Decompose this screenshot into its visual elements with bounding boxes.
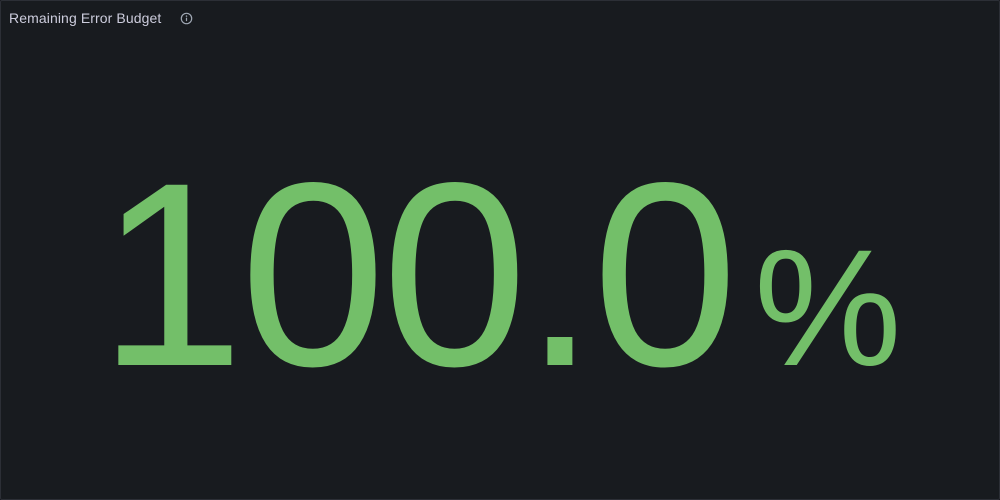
- stat-unit: %: [754, 216, 902, 401]
- info-circle-icon-svg: [180, 12, 193, 24]
- stat-number: 100.0: [98, 128, 738, 421]
- stat-value: 100.0 %: [98, 144, 901, 406]
- panel-header: Remaining Error Budget: [9, 1, 193, 35]
- panel-title: Remaining Error Budget: [9, 10, 162, 26]
- stat-value-area: 100.0 %: [1, 35, 999, 499]
- info-circle-icon[interactable]: [179, 11, 193, 25]
